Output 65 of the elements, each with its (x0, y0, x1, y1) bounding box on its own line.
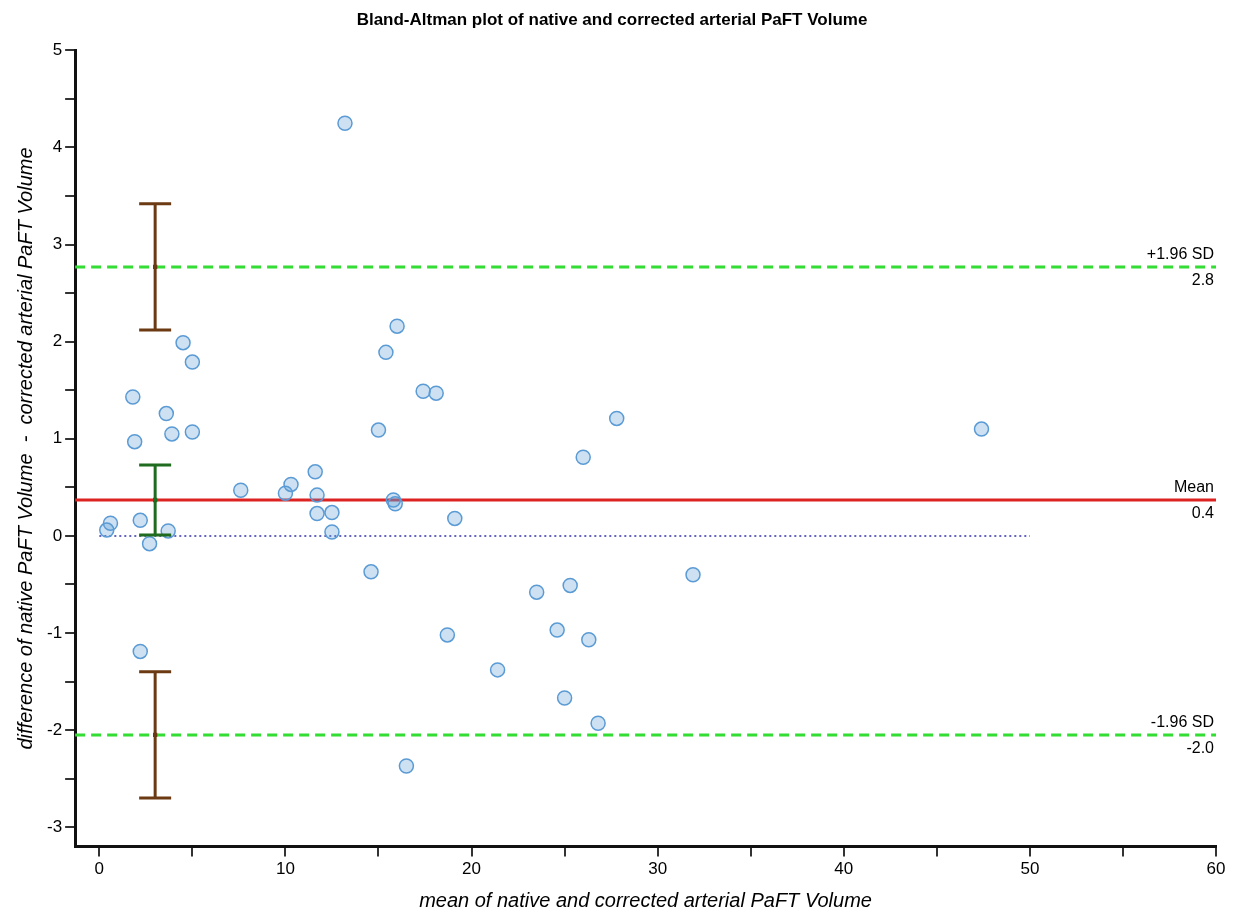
point (184, 354, 201, 370)
y-tick-label: 4 (52, 137, 63, 157)
point (125, 389, 141, 405)
y-axis-title: difference of native PaFT Volume - corrected arterial PaFT Volume (13, 147, 36, 750)
point (556, 690, 573, 706)
y-tick-label: 2 (52, 331, 63, 351)
point (324, 524, 340, 540)
x-axis-title: mean of native and corrected arterial PaFT Volume (419, 888, 872, 911)
point (283, 476, 299, 493)
point (685, 566, 701, 583)
point (126, 433, 143, 450)
point (378, 344, 394, 361)
annotation: 0.4 (1191, 504, 1215, 522)
x-tick-label: 30 (648, 859, 668, 879)
point (549, 622, 565, 638)
point (415, 383, 431, 399)
ref-line-label: Mean (1173, 478, 1214, 496)
x-tick-label: 20 (462, 859, 481, 879)
point (428, 385, 444, 401)
point (489, 662, 506, 678)
x-tick-label: 10 (275, 859, 295, 879)
x-tick-label: 40 (834, 859, 854, 879)
point (590, 715, 606, 732)
point (309, 487, 325, 503)
annotation: -2.0 (1186, 739, 1215, 757)
point (439, 627, 456, 643)
point (307, 464, 323, 480)
point (132, 643, 149, 660)
point (389, 318, 405, 334)
point (973, 421, 990, 437)
point (324, 504, 340, 521)
point (581, 632, 597, 648)
point (233, 482, 249, 498)
chart-title: Bland-Altman plot of native and corrected arterial PaFT Volume (356, 9, 868, 29)
point (447, 510, 463, 527)
point (164, 426, 180, 442)
point (363, 564, 379, 580)
x-tick-label: 60 (1206, 859, 1226, 879)
ref-line-label: +1.96 SD (1146, 245, 1214, 263)
ref-line-label: -1.96 SD (1150, 713, 1214, 731)
y-tick-label: 5 (52, 40, 63, 60)
y-tick-label: -3 (46, 816, 63, 836)
point (141, 535, 158, 552)
point (398, 758, 415, 774)
point (184, 424, 201, 440)
x-tick-label: 50 (1020, 859, 1040, 879)
x-tick-label: 0 (94, 859, 105, 879)
y-tick-label: 1 (52, 428, 63, 448)
y-tick-label: 0 (52, 525, 63, 545)
point (387, 496, 403, 512)
y-tick-label: -2 (46, 719, 63, 739)
point (175, 334, 191, 351)
point (132, 512, 149, 529)
point (575, 449, 591, 465)
point (158, 405, 175, 422)
point (608, 410, 625, 427)
point (309, 505, 325, 522)
annotation: 2.8 (1191, 271, 1215, 289)
point (562, 577, 578, 594)
point (102, 515, 119, 532)
point (528, 584, 545, 600)
point (370, 422, 387, 438)
y-tick-label: 3 (52, 234, 63, 254)
y-tick-label: -1 (46, 622, 63, 642)
point (337, 115, 353, 131)
